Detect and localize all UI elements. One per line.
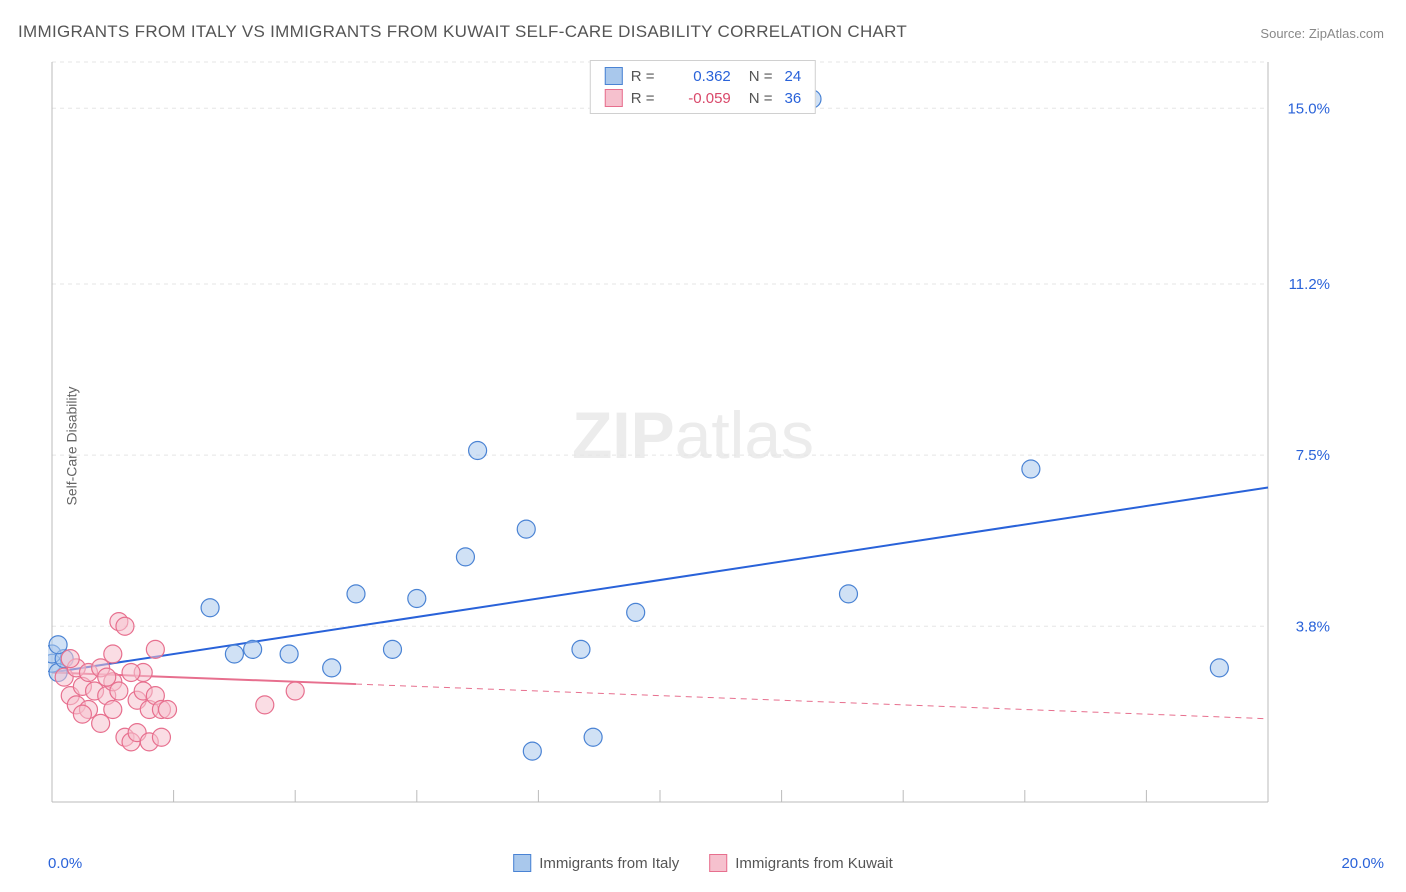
correlation-legend: R = 0.362 N = 24 R = -0.059 N = 36 <box>590 60 816 114</box>
r-label: R = <box>631 68 661 85</box>
y-tick-label: 11.2% <box>1289 276 1330 293</box>
scatter-plot: ZIPatlas 3.8% 7.5% 11.2% 15.0% <box>48 58 1338 826</box>
source-label: Source: <box>1260 26 1305 41</box>
n-label: N = <box>749 90 773 107</box>
x-axis-max-label: 20.0% <box>1341 855 1384 872</box>
y-tick-label: 7.5% <box>1296 447 1330 464</box>
n-value-italy: 24 <box>785 68 802 85</box>
y-tick-label: 15.0% <box>1287 100 1330 117</box>
chart-title: IMMIGRANTS FROM ITALY VS IMMIGRANTS FROM… <box>18 22 907 42</box>
r-value-kuwait: -0.059 <box>669 90 731 107</box>
legend-item-italy: Immigrants from Italy <box>513 854 679 872</box>
source-link[interactable]: ZipAtlas.com <box>1309 26 1384 41</box>
legend-label-italy: Immigrants from Italy <box>539 855 679 872</box>
n-value-kuwait: 36 <box>785 90 802 107</box>
watermark: ZIPatlas <box>572 398 814 472</box>
swatch-italy-icon <box>513 854 531 872</box>
r-value-italy: 0.362 <box>669 68 731 85</box>
legend-row-kuwait: R = -0.059 N = 36 <box>591 87 815 109</box>
series-legend: Immigrants from Italy Immigrants from Ku… <box>513 854 893 872</box>
swatch-kuwait <box>605 89 623 107</box>
source-attribution: Source: ZipAtlas.com <box>1260 26 1384 41</box>
legend-item-kuwait: Immigrants from Kuwait <box>709 854 893 872</box>
r-label: R = <box>631 90 661 107</box>
x-axis-min-label: 0.0% <box>48 855 82 872</box>
n-label: N = <box>749 68 773 85</box>
legend-row-italy: R = 0.362 N = 24 <box>591 65 815 87</box>
legend-label-kuwait: Immigrants from Kuwait <box>735 855 893 872</box>
swatch-italy <box>605 67 623 85</box>
y-tick-label: 3.8% <box>1296 618 1330 635</box>
swatch-kuwait-icon <box>709 854 727 872</box>
